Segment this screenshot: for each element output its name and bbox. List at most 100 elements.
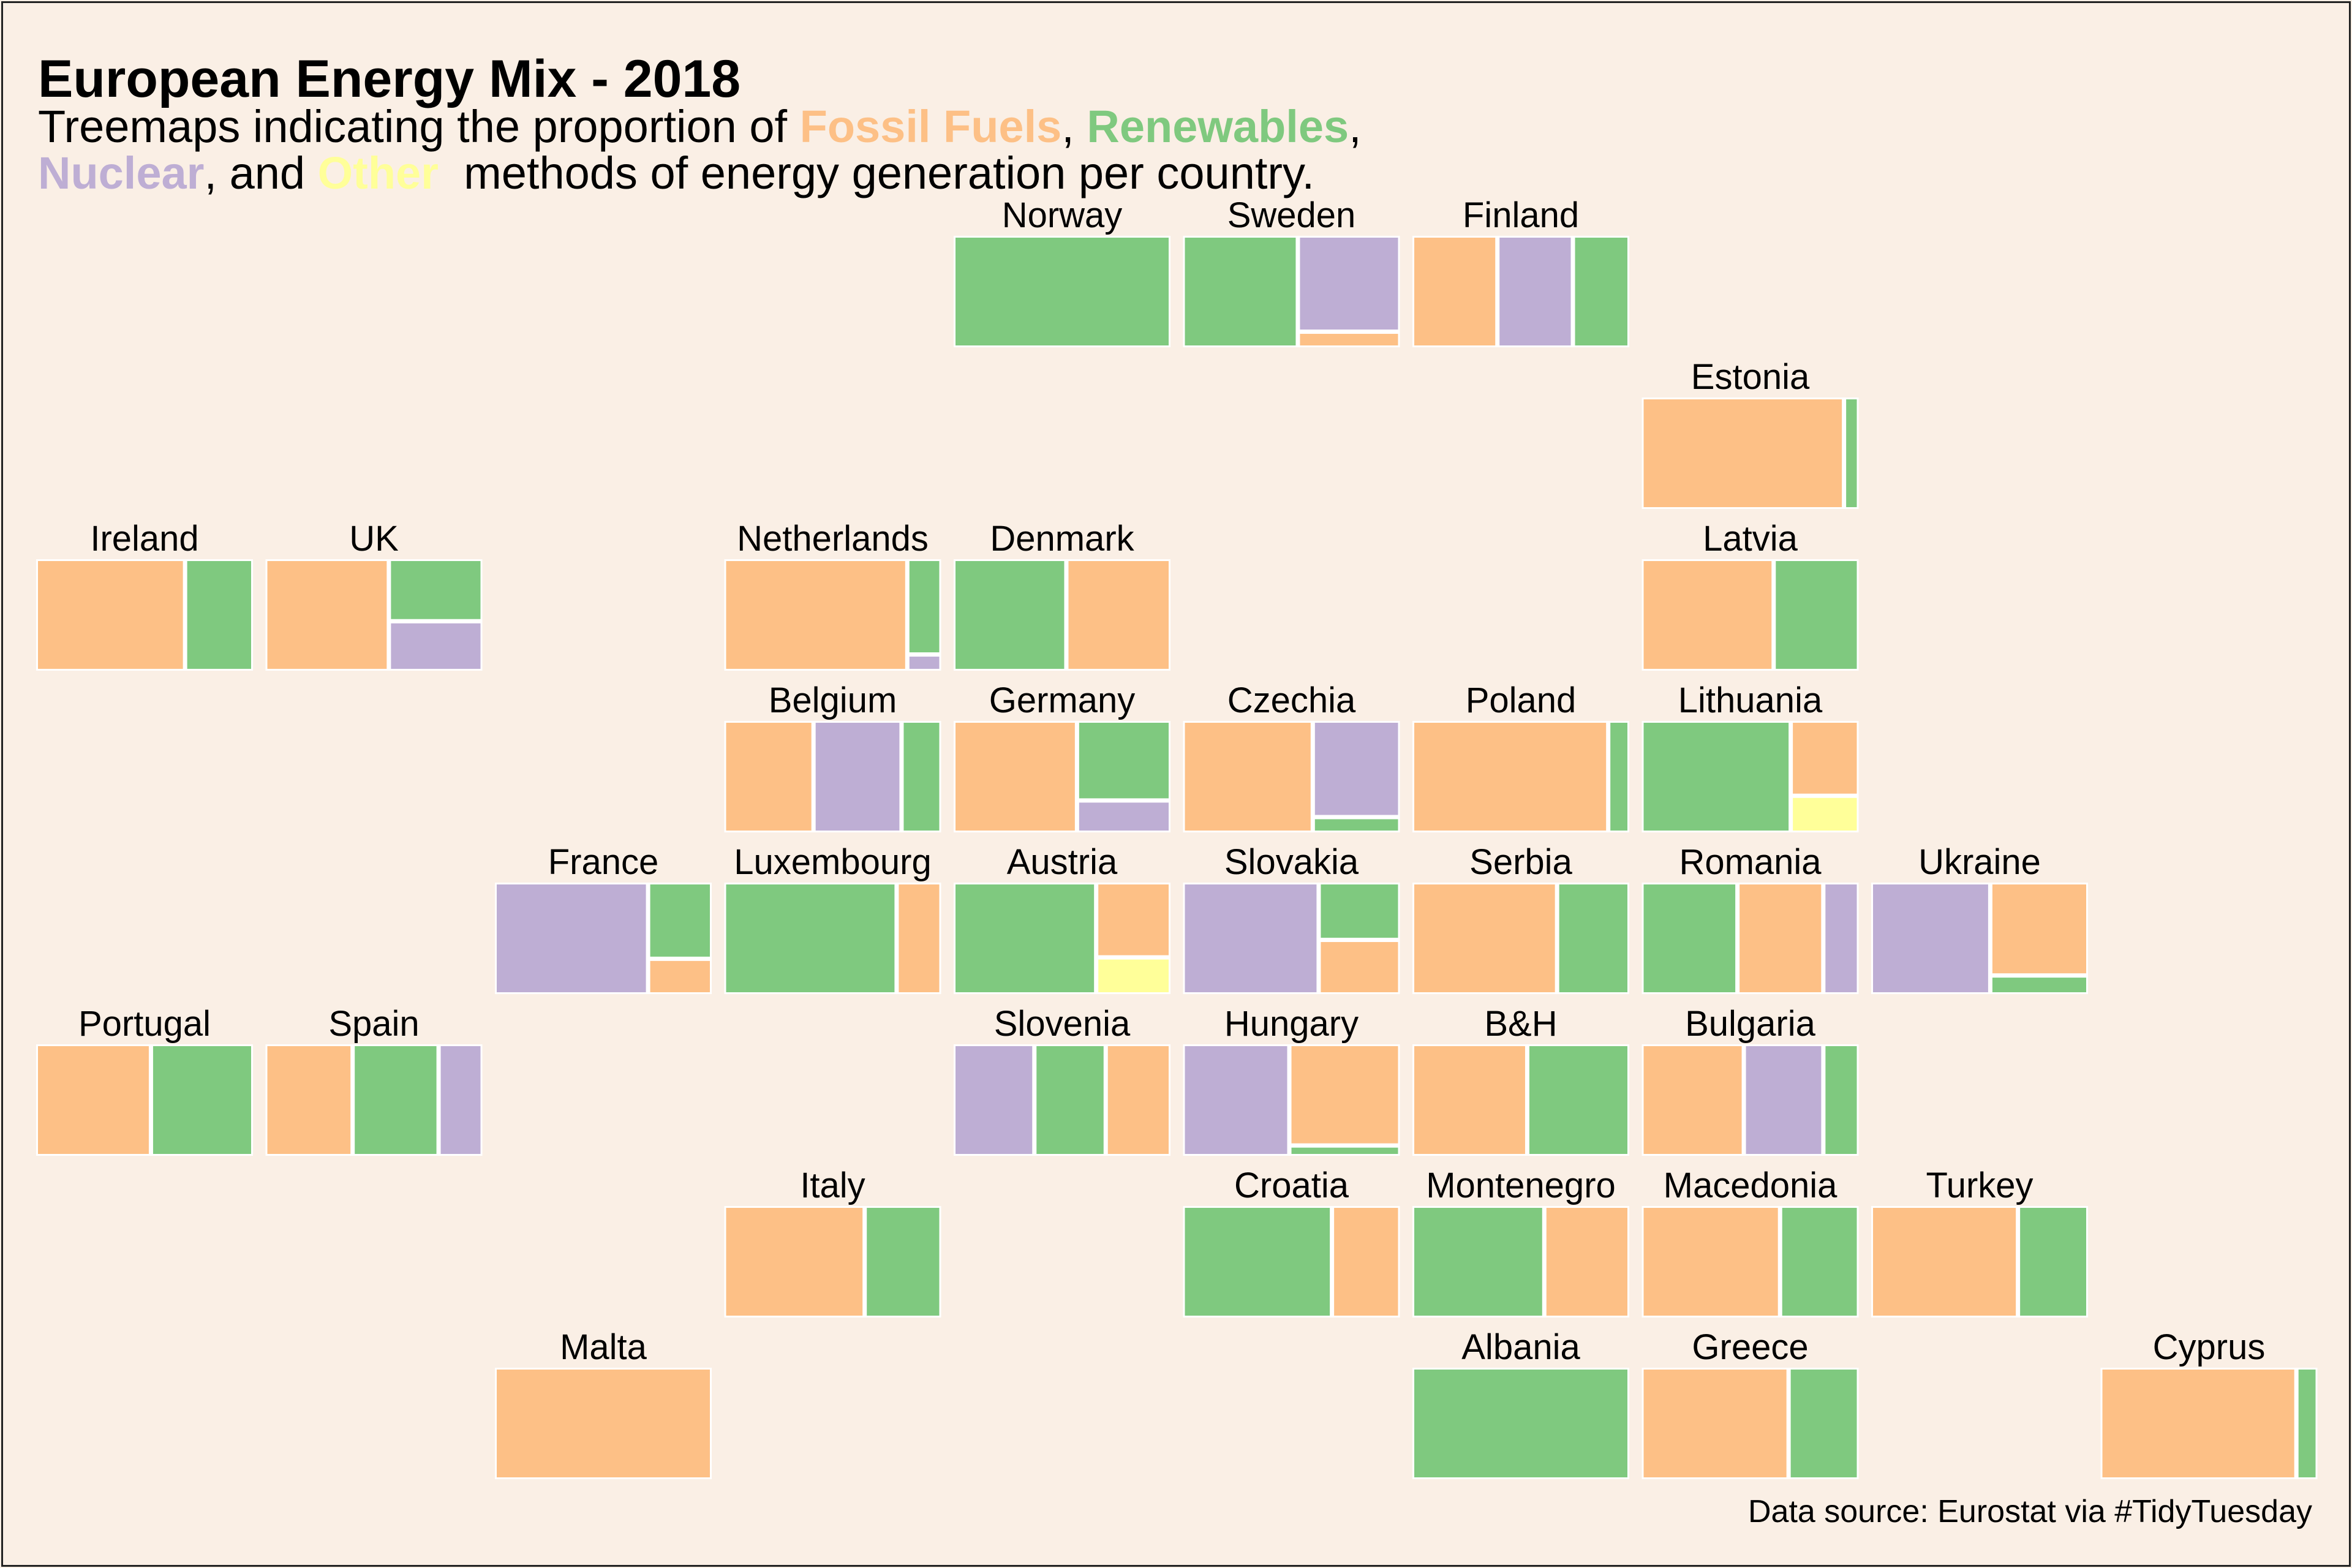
country-france-nuclear-rect <box>497 884 646 992</box>
country-ukraine-nuclear-rect <box>1873 884 1988 992</box>
country-slovakia-fossil-rect <box>1321 942 1398 992</box>
country-sweden-label: Sweden <box>1227 195 1356 235</box>
country-germany-nuclear-rect <box>1079 802 1169 831</box>
country-italy-label: Italy <box>800 1166 865 1205</box>
country-austria-fossil-rect <box>1098 884 1169 956</box>
country-lithuania-label: Lithuania <box>1678 680 1823 720</box>
country-malta-label: Malta <box>560 1327 647 1367</box>
country-cyprus-label: Cyprus <box>2153 1327 2266 1367</box>
country-ukraine-renewables-rect <box>1992 978 2086 992</box>
country-austria-other-rect <box>1098 959 1169 992</box>
country-uk-label: UK <box>349 519 399 559</box>
country-macedonia-renewables-rect <box>1782 1208 1857 1316</box>
country-estonia-renewables-rect <box>1846 399 1857 507</box>
country-ireland-label: Ireland <box>90 519 198 559</box>
country-uk-renewables-rect <box>391 561 481 619</box>
country-ireland-fossil-rect <box>38 561 183 669</box>
country-hungary-nuclear-rect <box>1185 1046 1287 1154</box>
country-albania-label: Albania <box>1461 1327 1580 1367</box>
country-portugal-label: Portugal <box>78 1004 211 1044</box>
country-albania-renewables-rect <box>1414 1370 1627 1477</box>
country-latvia-renewables-rect <box>1776 561 1857 669</box>
country-lithuania-other-rect <box>1793 797 1857 831</box>
country-norway-label: Norway <box>1002 195 1123 235</box>
country-luxembourg-label: Luxembourg <box>734 842 931 882</box>
country-turkey-label: Turkey <box>1926 1166 2033 1205</box>
subtitle-sep2: , <box>1349 101 1362 152</box>
country-sweden-renewables-rect <box>1185 238 1296 345</box>
country-bandh-renewables-rect <box>1529 1046 1627 1154</box>
country-bulgaria-fossil-rect <box>1643 1046 1742 1154</box>
country-croatia-fossil-rect <box>1334 1208 1398 1316</box>
country-denmark-fossil-rect <box>1068 561 1169 669</box>
country-croatia-label: Croatia <box>1234 1166 1349 1205</box>
country-belgium-label: Belgium <box>769 680 897 720</box>
country-czechia-nuclear-rect <box>1314 723 1398 815</box>
country-estonia-label: Estonia <box>1691 357 1810 397</box>
country-germany-fossil-rect <box>956 723 1075 831</box>
country-serbia-fossil-rect <box>1414 884 1555 992</box>
country-croatia-renewables-rect <box>1185 1208 1330 1316</box>
country-poland-renewables-rect <box>1610 723 1627 831</box>
country-italy-fossil-rect <box>726 1208 863 1316</box>
subtitle-fossil: Fossil Fuels <box>800 101 1062 152</box>
country-macedonia-label: Macedonia <box>1664 1166 1838 1205</box>
country-netherlands-nuclear-rect <box>909 657 940 669</box>
subtitle-other: Other <box>318 148 439 198</box>
country-montenegro-renewables-rect <box>1414 1208 1542 1316</box>
country-serbia-renewables-rect <box>1559 884 1627 992</box>
country-bulgaria-label: Bulgaria <box>1685 1004 1816 1044</box>
country-portugal-fossil-rect <box>38 1046 149 1154</box>
chart-title: European Energy Mix - 2018 <box>38 50 741 108</box>
country-slovenia-fossil-rect <box>1107 1046 1169 1154</box>
subtitle-suffix: methods of energy generation per country… <box>439 148 1314 198</box>
country-malta-fossil-rect <box>497 1370 710 1477</box>
country-uk-nuclear-rect <box>391 623 481 669</box>
country-romania-fossil-rect <box>1740 884 1822 992</box>
country-netherlands-label: Netherlands <box>737 519 929 559</box>
country-hungary-renewables-rect <box>1291 1147 1398 1154</box>
country-ukraine-label: Ukraine <box>1918 842 2041 882</box>
country-montenegro-label: Montenegro <box>1426 1166 1616 1205</box>
country-luxembourg-renewables-rect <box>726 884 895 992</box>
chart-subtitle-line1: Treemaps indicating the proportion of Fo… <box>38 101 1362 152</box>
country-lithuania-fossil-rect <box>1793 723 1857 794</box>
country-greece-renewables-rect <box>1790 1370 1857 1477</box>
country-serbia-label: Serbia <box>1469 842 1572 882</box>
country-belgium-fossil-rect <box>726 723 812 831</box>
subtitle-sep3: , and <box>204 148 317 198</box>
country-slovenia-nuclear-rect <box>956 1046 1033 1154</box>
country-spain-label: Spain <box>328 1004 419 1044</box>
country-germany-renewables-rect <box>1079 723 1169 799</box>
country-latvia-fossil-rect <box>1643 561 1772 669</box>
country-hungary-fossil-rect <box>1291 1046 1398 1144</box>
country-bandh-label: B&H <box>1484 1004 1557 1044</box>
chart-caption: Data source: Eurostat via #TidyTuesday <box>1748 1494 2312 1529</box>
country-finland-fossil-rect <box>1414 238 1496 345</box>
country-bulgaria-renewables-rect <box>1825 1046 1857 1154</box>
country-germany-label: Germany <box>989 680 1136 720</box>
country-latvia-label: Latvia <box>1703 519 1798 559</box>
country-slovenia-label: Slovenia <box>994 1004 1131 1044</box>
country-romania-label: Romania <box>1679 842 1822 882</box>
country-montenegro-fossil-rect <box>1546 1208 1627 1316</box>
country-macedonia-fossil-rect <box>1643 1208 1778 1316</box>
country-sweden-nuclear-rect <box>1300 238 1398 330</box>
country-spain-fossil-rect <box>267 1046 351 1154</box>
country-tiles: Norway Sweden Finland Estonia Ireland UK Nethe… <box>36 195 2318 1479</box>
country-bulgaria-nuclear-rect <box>1746 1046 1822 1154</box>
country-czechia-label: Czechia <box>1227 680 1356 720</box>
country-france-fossil-rect <box>650 960 710 992</box>
country-france-renewables-rect <box>650 884 710 957</box>
country-italy-renewables-rect <box>867 1208 940 1316</box>
country-ireland-renewables-rect <box>187 561 251 669</box>
subtitle-sep1: , <box>1061 101 1087 152</box>
country-portugal-renewables-rect <box>153 1046 251 1154</box>
country-slovakia-label: Slovakia <box>1224 842 1359 882</box>
country-belgium-renewables-rect <box>903 723 940 831</box>
country-netherlands-renewables-rect <box>909 561 940 653</box>
country-luxembourg-fossil-rect <box>899 884 940 992</box>
subtitle-renewables: Renewables <box>1087 101 1349 152</box>
